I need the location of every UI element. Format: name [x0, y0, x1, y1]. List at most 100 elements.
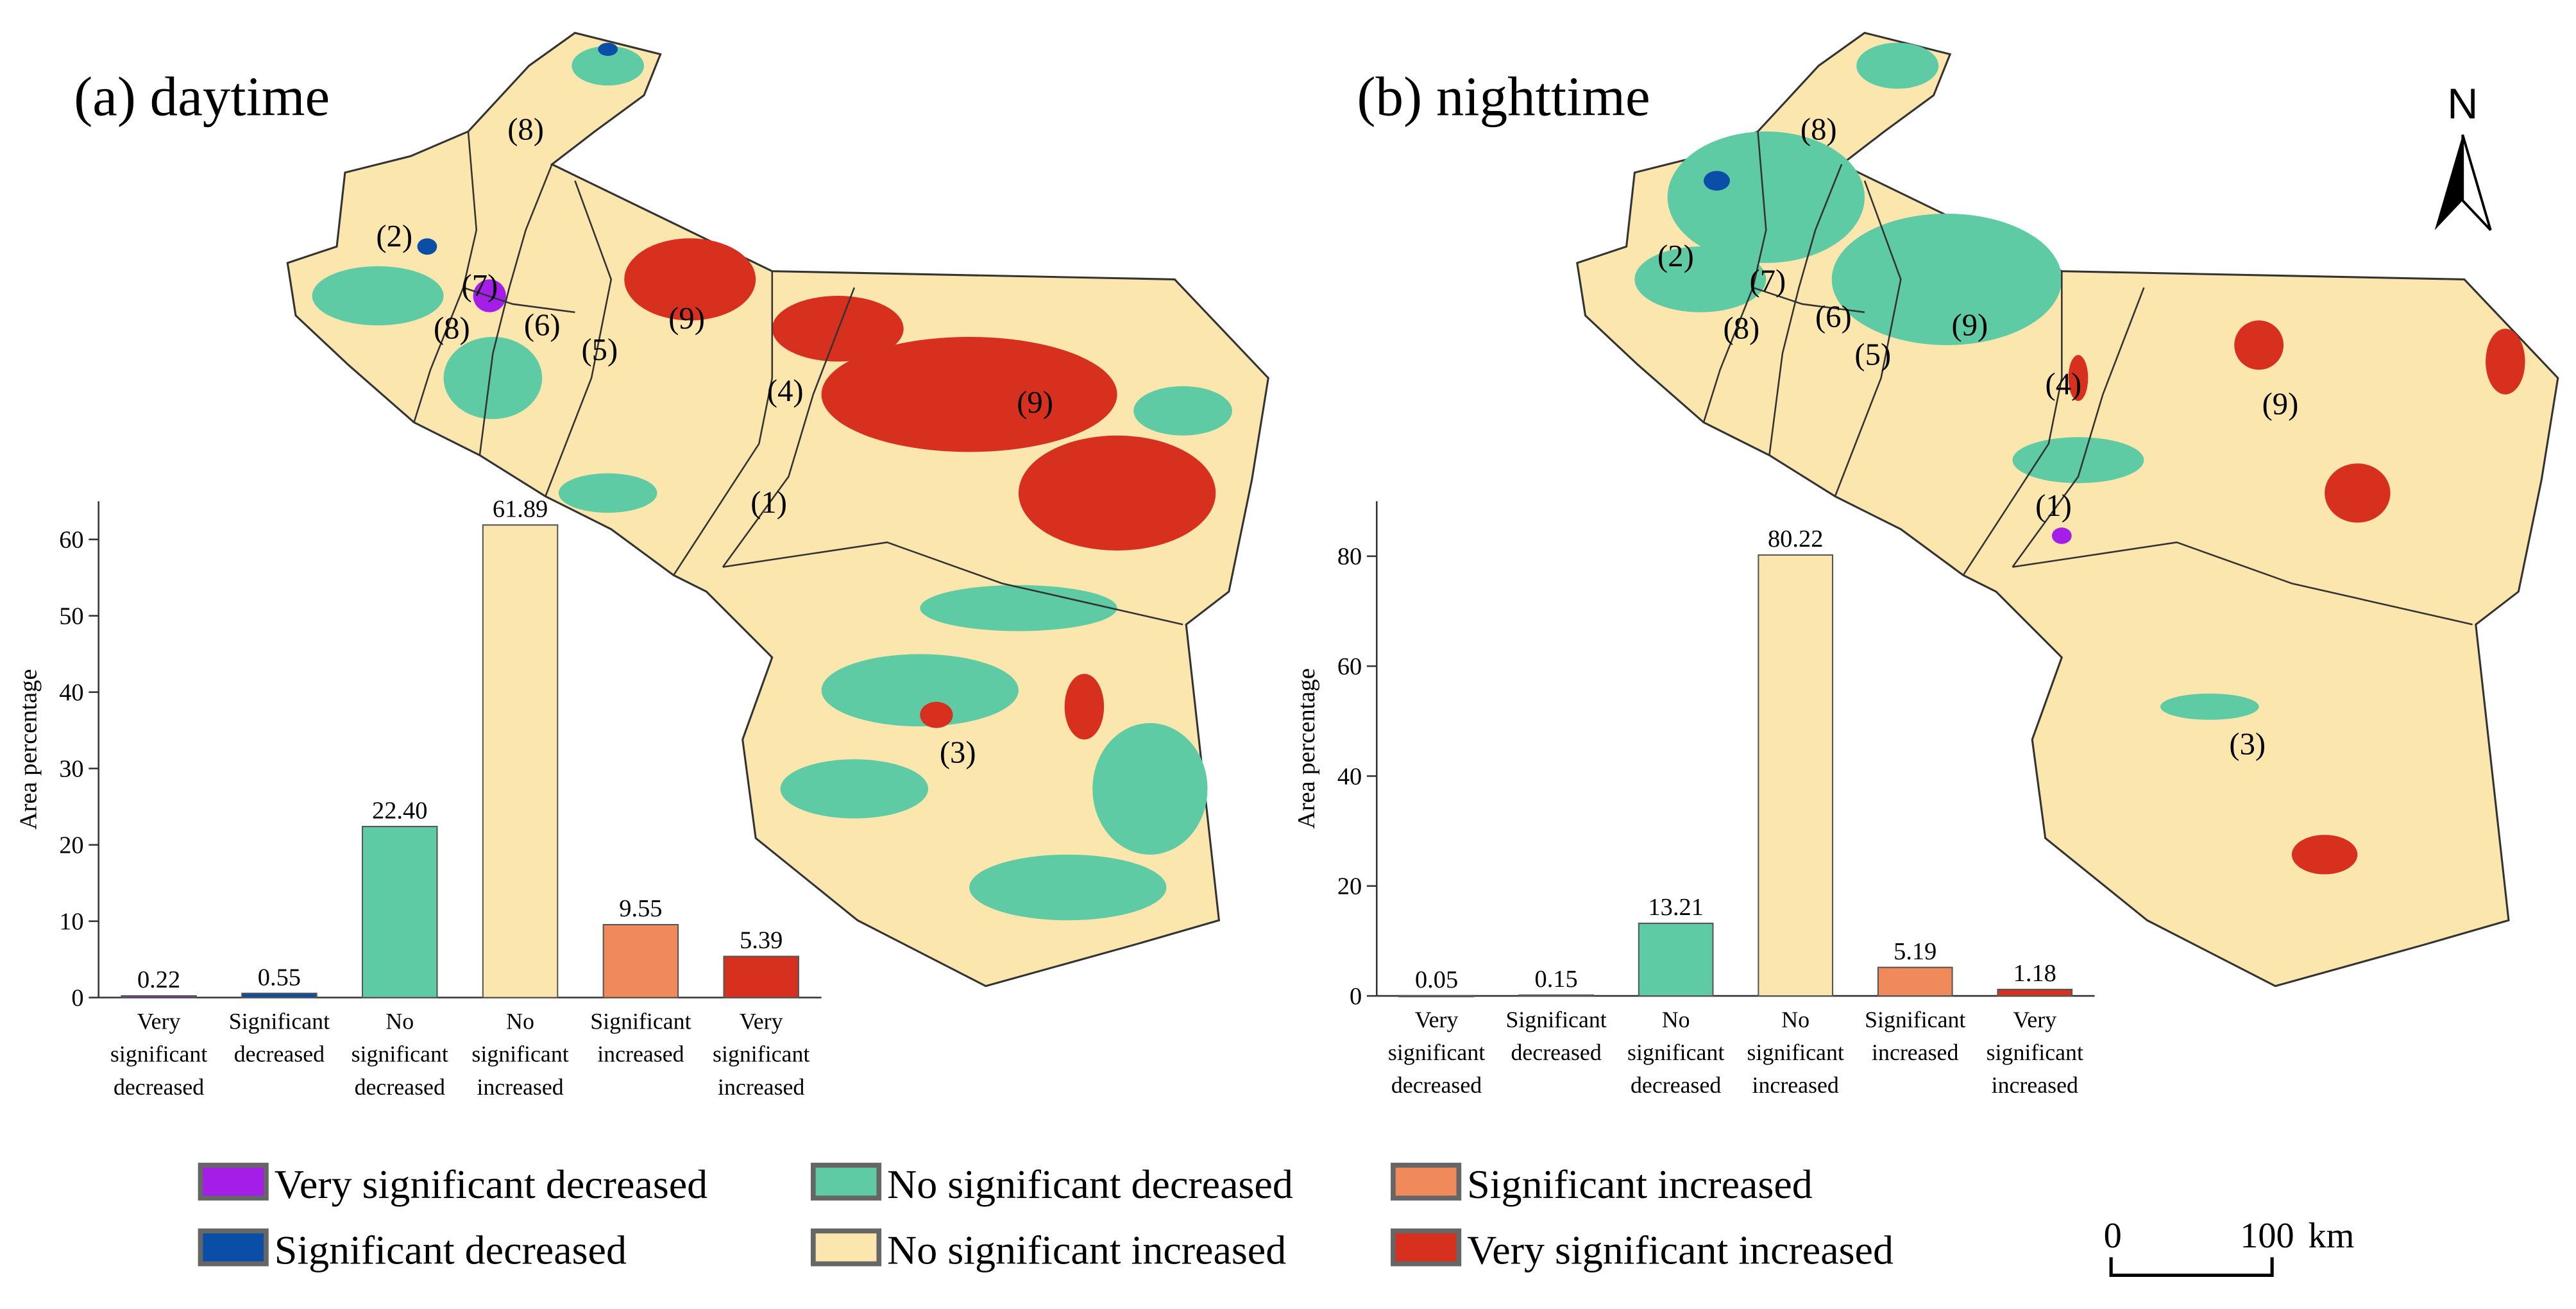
region-label: (1) — [2035, 488, 2072, 523]
bar — [602, 923, 679, 998]
region-label: (7) — [1750, 263, 1786, 298]
bar — [361, 826, 438, 998]
y-tick-label: 60 — [59, 526, 83, 553]
legend-label: No significant increased — [887, 1228, 1286, 1273]
region-label: (8) — [434, 311, 470, 346]
x-tick-label: Very significant increased — [713, 1008, 809, 1099]
north-label: N — [2447, 80, 2478, 128]
region-label: (2) — [1657, 239, 1694, 273]
map-a — [286, 31, 1269, 988]
legend-swatch — [1391, 1228, 1462, 1267]
x-tick-label: Significant increased — [590, 1008, 691, 1066]
charts: (a) daytime Area percentage 0 10 20 30 40 50 60 0… — [15, 65, 2095, 1100]
y-tick-label: 10 — [59, 908, 83, 935]
bar — [1997, 988, 2073, 997]
bar-chart: (a) daytime Area percentage 0 10 20 30 40 50 60 0… — [15, 65, 822, 1100]
y-tick-label: 40 — [59, 679, 83, 706]
x-tick-label: Significant increased — [1865, 1007, 1965, 1065]
map-b-labels: (8) (2) (7) (8) (6) (5) (9) (4) (9) (1) … — [1657, 112, 2298, 762]
x-tick-label: Significant decreased — [229, 1008, 330, 1066]
value-label: 61.89 — [493, 495, 548, 522]
value-label: 5.19 — [1894, 938, 1936, 965]
y-tick-label: 60 — [1337, 653, 1362, 680]
legend-swatch — [198, 1228, 269, 1267]
value-label: 9.55 — [619, 895, 662, 922]
region-label: (8) — [1801, 112, 1837, 147]
y-axis-label: Area percentage — [1293, 668, 1320, 829]
bar — [121, 995, 197, 998]
bar — [1518, 994, 1594, 997]
north-arrow: N — [2434, 80, 2492, 231]
y-tick-label: 40 — [1337, 763, 1362, 790]
value-label: 0.15 — [1535, 966, 1578, 993]
scale-start: 0 — [2104, 1216, 2122, 1256]
legend-label: Significant decreased — [275, 1228, 627, 1273]
x-tick-label: Very significant decreased — [1388, 1007, 1485, 1098]
region-label: (9) — [1952, 307, 1988, 342]
bar — [1877, 966, 1953, 997]
value-label: 80.22 — [1768, 526, 1823, 552]
bar — [723, 955, 799, 998]
x-tick-label: Very significant decreased — [110, 1008, 207, 1099]
map-a-labels: (8) (2) (7) (8) (6) (5) (9) (4) (9) (1) … — [376, 112, 1053, 770]
region-label: (5) — [581, 332, 618, 367]
x-tick-label: No significant increased — [471, 1008, 568, 1099]
region-label: (2) — [376, 219, 412, 253]
x-tick-label: No significant decreased — [1627, 1007, 1724, 1098]
region-label: (1) — [750, 485, 787, 520]
legend-swatch — [198, 1163, 269, 1201]
y-tick-label: 50 — [59, 603, 83, 629]
y-axis-label: Area percentage — [15, 669, 42, 830]
value-label: 1.18 — [2013, 960, 2056, 987]
region-label: (3) — [2229, 727, 2266, 762]
region-label: (9) — [2262, 386, 2299, 421]
legend-label: Very significant decreased — [275, 1161, 708, 1207]
region-label: (3) — [940, 735, 976, 769]
region-label: (6) — [524, 307, 561, 342]
legend: Very significant decreased Significant de… — [198, 1161, 1894, 1273]
x-tick-label: No significant increased — [1747, 1007, 1844, 1098]
y-tick-label: 30 — [59, 755, 83, 782]
legend-label: Significant increased — [1467, 1161, 1813, 1207]
region-label: (8) — [507, 112, 544, 147]
scale-end: 100 — [2240, 1216, 2294, 1256]
legend-swatch — [810, 1163, 882, 1201]
bar — [241, 993, 318, 998]
bar — [1638, 922, 1714, 997]
y-tick-label: 0 — [1350, 983, 1362, 1010]
x-tick-label: Significant decreased — [1505, 1007, 1606, 1065]
x-tick-label: Very significant increased — [1987, 1007, 2083, 1098]
value-label: 13.21 — [1648, 894, 1703, 921]
region-label: (5) — [1854, 338, 1891, 372]
map-b — [1576, 31, 2559, 988]
bar-chart: (b) nighttime Area percentage 0 20 40 60 80 0.0… — [1293, 65, 2095, 1098]
chart-title: (a) daytime — [74, 65, 330, 127]
region-label: (4) — [767, 373, 804, 408]
y-tick-label: 20 — [59, 832, 83, 859]
value-label: 0.05 — [1415, 966, 1458, 993]
region-label: (9) — [668, 301, 705, 336]
region-label: (7) — [462, 268, 498, 303]
region-label: (6) — [1815, 300, 1852, 334]
legend-label: No significant decreased — [887, 1161, 1293, 1207]
y-tick-label: 80 — [1337, 543, 1362, 570]
y-tick-label: 0 — [71, 984, 83, 1011]
value-label: 0.22 — [137, 966, 180, 993]
legend-label: Very significant increased — [1467, 1228, 1894, 1273]
bar — [1758, 554, 1834, 997]
chart-title: (b) nighttime — [1357, 65, 1650, 127]
x-tick-label: No significant decreased — [352, 1008, 448, 1099]
region-label: (9) — [1017, 385, 1053, 420]
scale-bar: 0 100 km — [2104, 1216, 2355, 1278]
region-label: (8) — [1724, 311, 1760, 346]
scale-unit: km — [2309, 1216, 2355, 1256]
value-label: 22.40 — [372, 797, 427, 824]
legend-swatch — [810, 1228, 882, 1267]
region-label: (4) — [2046, 367, 2082, 402]
legend-swatch — [1391, 1163, 1462, 1201]
bar — [482, 524, 559, 998]
value-label: 0.55 — [258, 964, 301, 991]
y-tick-label: 20 — [1337, 873, 1362, 900]
